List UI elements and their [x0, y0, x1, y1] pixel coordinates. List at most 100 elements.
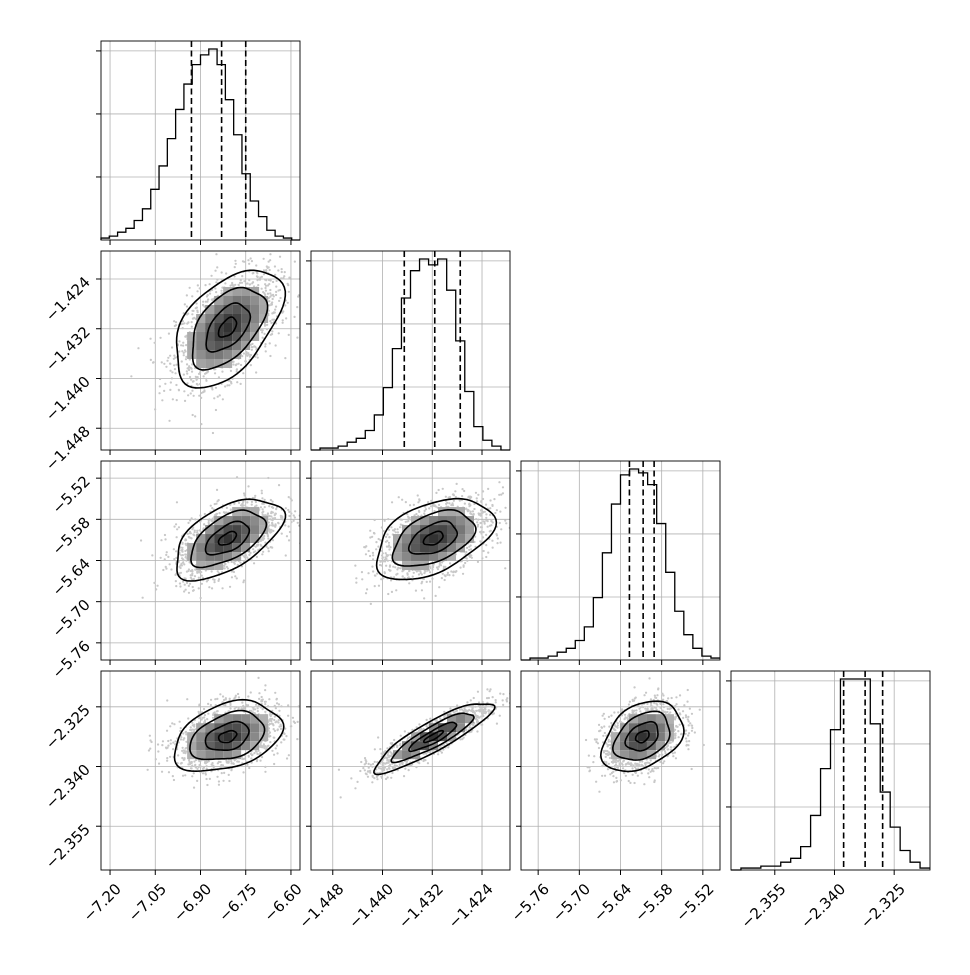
density-cell-1-0 [205, 358, 215, 368]
density-cell-2-0 [205, 525, 215, 535]
density-cell-2-0 [232, 525, 242, 535]
density-cell-1-0 [196, 349, 206, 359]
density-cell-3-2 [619, 741, 629, 751]
density-cell-1-0 [223, 295, 233, 305]
density-cell-2-1 [438, 543, 448, 553]
x-tick-label-3-0: −2.355 [738, 880, 790, 932]
density-cell-2-1 [402, 525, 412, 535]
density-cell-1-0 [196, 358, 206, 368]
density-cell-3-0 [223, 741, 233, 751]
pair-panel-1-0 [96, 250, 301, 455]
density-cell-3-0 [250, 741, 260, 751]
density-cell-3-2 [646, 732, 656, 742]
density-cell-2-0 [259, 516, 269, 526]
y-tick-label-2-1: −5.70 [49, 596, 94, 641]
density-cell-2-0 [241, 525, 251, 535]
density-cell-3-1 [447, 732, 457, 742]
density-cell-3-0 [214, 741, 224, 751]
x-tick-label-2-0: −5.76 [508, 880, 553, 925]
hist-panel-1 [306, 250, 511, 451]
density-cell-1-0 [232, 295, 242, 305]
histogram-2 [521, 468, 720, 661]
density-cell-3-0 [259, 732, 269, 742]
density-cell-2-0 [205, 543, 215, 553]
density-cell-2-0 [214, 516, 224, 526]
density-cell-1-0 [214, 358, 224, 368]
density-cell-3-0 [241, 741, 251, 751]
y-tick-label-2-3: −5.58 [49, 513, 94, 558]
density-cell-2-1 [456, 525, 466, 535]
density-cell-1-0 [205, 349, 215, 359]
density-cell-2-1 [420, 552, 430, 562]
density-cell-3-2 [619, 750, 629, 760]
density-cell-3-1 [456, 714, 466, 724]
density-cell-2-0 [223, 534, 233, 544]
density-cell-3-1 [393, 750, 403, 760]
density-cell-2-1 [456, 516, 466, 526]
density-cell-3-2 [655, 741, 665, 751]
density-cell-2-1 [420, 543, 430, 553]
y-tick-label-2-0: −5.76 [49, 637, 94, 682]
density-cell-2-0 [259, 525, 269, 535]
density-cell-3-0 [223, 723, 233, 733]
pair-frame-2-0 [100, 460, 301, 661]
hist-frame-1 [310, 250, 511, 451]
density-cell-3-2 [637, 732, 647, 742]
density-cell-1-0 [187, 349, 197, 359]
density-cell-2-1 [393, 534, 403, 544]
density-cell-3-0 [241, 714, 251, 724]
density-cell-1-0 [232, 313, 242, 323]
x-tick-label-1-2: −1.432 [395, 880, 447, 932]
density-cell-3-0 [250, 732, 260, 742]
density-cell-1-0 [259, 313, 269, 323]
density-cell-3-0 [214, 750, 224, 760]
density-cell-2-1 [465, 525, 475, 535]
density-cell-3-1 [456, 723, 466, 733]
density-cell-2-1 [420, 561, 430, 571]
density-cell-3-2 [655, 723, 665, 733]
density-cell-1-0 [187, 340, 197, 350]
density-cell-3-1 [402, 750, 412, 760]
density-cell-3-1 [420, 741, 430, 751]
density-cell-2-1 [420, 516, 430, 526]
x-tick-label-2-1: −5.70 [549, 880, 594, 925]
pair-panel-2-1 [306, 460, 511, 665]
density-cell-2-0 [250, 525, 260, 535]
density-cell-3-0 [196, 750, 206, 760]
density-cell-3-0 [205, 741, 215, 751]
density-cell-1-0 [205, 304, 215, 314]
density-cell-3-2 [637, 714, 647, 724]
contour-3-2-2 [624, 720, 659, 752]
density-cell-3-2 [655, 732, 665, 742]
density-cell-3-0 [196, 741, 206, 751]
x-tick-label-1-0: −1.448 [296, 880, 348, 932]
density-cell-3-0 [241, 732, 251, 742]
density-cell-3-2 [628, 741, 638, 751]
density-cell-2-1 [447, 552, 457, 562]
contour-3-2-0 [599, 700, 685, 773]
density-cell-1-0 [214, 295, 224, 305]
contour-1-0-2 [205, 302, 252, 353]
density-cell-1-0 [205, 340, 215, 350]
contour-2-1-0 [375, 497, 498, 581]
density-cell-1-0 [250, 313, 260, 323]
pair-frame-1-0 [100, 250, 301, 451]
density-cell-2-0 [223, 543, 233, 553]
x-tick-label-0-0: −7.20 [80, 880, 125, 925]
density-cell-2-0 [214, 552, 224, 562]
contour-2-1-1 [391, 509, 477, 567]
density-cell-2-1 [438, 525, 448, 535]
pair-content-3-1 [311, 671, 510, 870]
x-tick-label-0-3: −6.75 [215, 880, 260, 925]
histogram-1 [311, 258, 510, 451]
density-cell-1-0 [214, 349, 224, 359]
density-cell-2-0 [250, 507, 260, 517]
contour-3-1-1 [390, 712, 475, 764]
density-cell-2-1 [456, 507, 466, 517]
pair-panel-2-0 [96, 460, 301, 665]
density-cell-2-0 [187, 543, 197, 553]
density-cell-3-0 [232, 732, 242, 742]
density-cell-1-0 [241, 313, 251, 323]
y-tick-label-1-1: −1.440 [42, 373, 94, 425]
density-cell-2-1 [402, 534, 412, 544]
